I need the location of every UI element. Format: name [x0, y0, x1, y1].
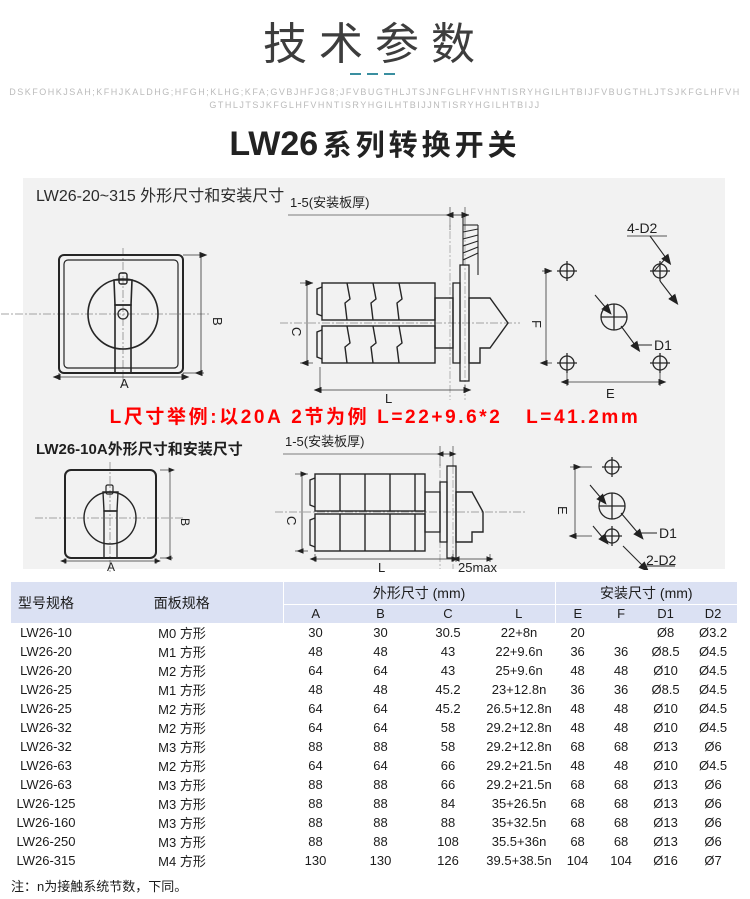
svg-text:F: F [530, 320, 544, 328]
svg-text:A: A [120, 376, 129, 388]
svg-text:D1: D1 [654, 337, 672, 353]
svg-text:C: C [289, 327, 304, 336]
svg-text:2-D2: 2-D2 [646, 552, 677, 568]
svg-text:4-D2: 4-D2 [627, 220, 658, 236]
svg-text:B: B [178, 518, 192, 526]
svg-text:D1: D1 [659, 525, 677, 541]
svg-text:25max: 25max [458, 560, 498, 574]
svg-text:1-5(安装板厚): 1-5(安装板厚) [285, 434, 364, 449]
svg-text:L: L [378, 560, 385, 574]
svg-text:E: E [606, 386, 615, 401]
svg-text:B: B [210, 317, 225, 326]
svg-text:E: E [555, 506, 570, 515]
svg-text:1-5(安装板厚): 1-5(安装板厚) [290, 195, 369, 210]
svg-text:C: C [284, 516, 299, 525]
svg-text:A: A [107, 560, 115, 572]
